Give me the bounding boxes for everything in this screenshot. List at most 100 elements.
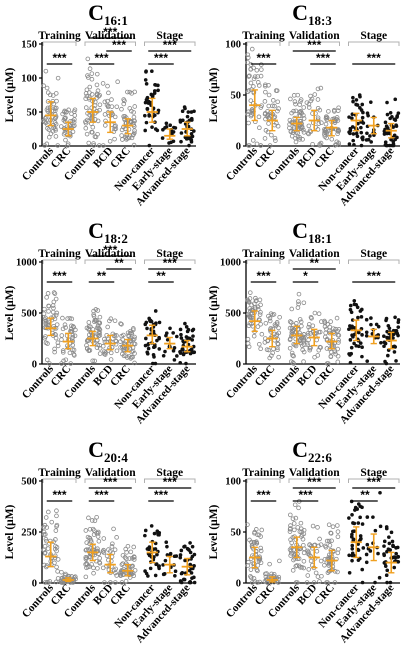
y-axis-label: Level (μM) <box>208 67 220 122</box>
data-point <box>190 576 194 581</box>
data-point <box>291 332 296 337</box>
data-point <box>382 544 386 548</box>
data-point <box>394 551 398 556</box>
data-point <box>132 104 138 109</box>
data-point <box>248 567 254 572</box>
data-point <box>95 546 100 551</box>
section-label-3: Stage <box>156 30 183 42</box>
data-point <box>334 115 340 120</box>
y-axis-label: Level (μM) <box>208 504 220 559</box>
data-point <box>53 335 59 341</box>
data-point <box>128 356 134 361</box>
data-point <box>323 114 329 119</box>
data-point <box>181 118 185 123</box>
data-point <box>112 318 118 324</box>
data-point <box>131 110 136 115</box>
data-point <box>258 534 263 539</box>
data-point <box>127 330 133 336</box>
data-point <box>73 576 78 582</box>
group-points-2 <box>262 82 281 148</box>
data-point <box>190 554 195 559</box>
data-point <box>109 104 115 109</box>
data-point <box>352 553 356 558</box>
data-point <box>385 549 389 554</box>
data-point <box>352 302 357 307</box>
data-point <box>263 571 268 577</box>
group-error-bar-4 <box>308 109 320 132</box>
data-point <box>355 305 360 310</box>
data-point <box>288 553 293 558</box>
data-point <box>351 537 356 542</box>
data-point <box>351 529 355 534</box>
data-point <box>347 130 351 134</box>
data-point <box>52 346 57 352</box>
data-point <box>63 357 69 363</box>
data-point <box>60 348 66 353</box>
data-point <box>62 572 68 578</box>
data-point <box>114 348 120 354</box>
data-point <box>97 560 103 566</box>
section-bracket-1 <box>246 259 281 264</box>
data-point <box>301 105 307 110</box>
data-point <box>155 338 159 343</box>
data-point <box>160 136 165 140</box>
data-point <box>249 302 254 308</box>
data-point <box>364 334 369 338</box>
data-point <box>183 321 187 326</box>
data-point <box>163 126 167 130</box>
section-bracket-1 <box>42 259 77 264</box>
data-point <box>318 345 323 350</box>
data-point <box>328 530 333 536</box>
section-bracket-2 <box>288 259 340 264</box>
data-point <box>369 100 373 104</box>
data-point <box>95 118 101 124</box>
data-point <box>347 516 351 520</box>
data-point <box>382 539 387 544</box>
data-point <box>111 567 117 573</box>
data-point <box>317 143 323 148</box>
y-tick-label: 0 <box>32 360 37 371</box>
data-point <box>350 512 354 517</box>
data-point <box>191 334 195 338</box>
data-point <box>384 573 389 578</box>
section-label-2: Validation <box>85 467 136 479</box>
data-point <box>301 359 306 364</box>
data-point <box>313 570 319 576</box>
data-point <box>288 523 293 528</box>
data-point <box>169 140 173 145</box>
data-point <box>335 118 341 123</box>
data-point <box>290 353 295 358</box>
comparison-label-3: *** <box>112 38 126 52</box>
data-point <box>254 67 260 73</box>
data-point <box>145 350 150 355</box>
data-point <box>85 73 90 78</box>
group-points-5 <box>118 321 138 366</box>
data-point <box>107 138 113 144</box>
data-point <box>252 579 258 584</box>
data-point <box>42 580 48 585</box>
data-point <box>42 550 48 555</box>
data-point <box>328 319 333 324</box>
data-point <box>121 353 127 359</box>
group-error-bar-1 <box>45 317 57 337</box>
data-point <box>275 345 280 351</box>
data-point <box>164 121 169 126</box>
data-point <box>245 111 251 117</box>
comparison-label-2: *** <box>307 475 321 489</box>
data-point <box>266 82 271 88</box>
data-point <box>262 136 268 141</box>
data-point <box>351 138 356 143</box>
data-point <box>304 340 310 346</box>
data-point <box>269 132 274 138</box>
data-point <box>245 89 251 94</box>
data-point <box>83 574 89 580</box>
data-point <box>110 541 115 547</box>
data-point <box>266 313 271 319</box>
group-points-1 <box>41 68 61 148</box>
data-point <box>94 317 99 323</box>
data-point <box>89 71 95 76</box>
group-error-bar-8 <box>181 557 193 576</box>
comparison-label-4: *** <box>367 269 381 283</box>
data-point <box>172 358 177 362</box>
